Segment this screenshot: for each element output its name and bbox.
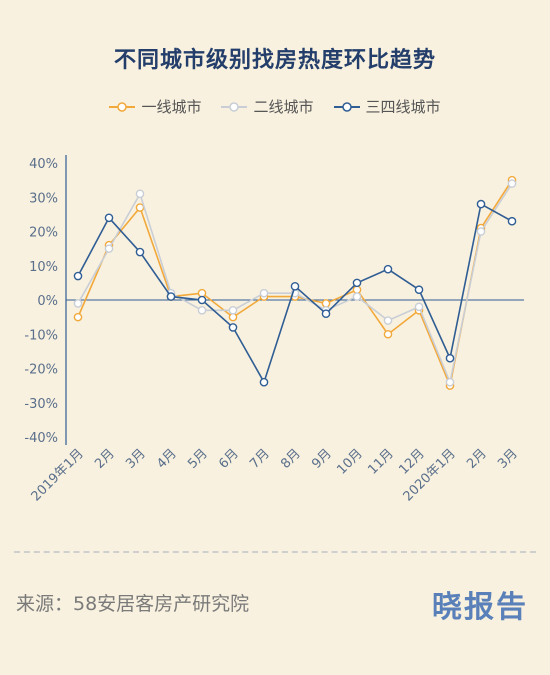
legend-item-series-2[interactable]: 二线城市 [221,96,314,117]
x-tick-label: 3月 [495,446,521,472]
x-tick-label: 8月 [278,446,304,472]
legend: 一线城市 二线城市 三四线城市 [0,96,550,117]
legend-swatch-series-1 [109,101,136,112]
y-tick-label: 0% [37,294,58,309]
x-tick-label: 4月 [154,446,180,472]
data-point-series-1 [135,203,145,212]
data-point-series-2 [197,305,207,315]
data-point-series-1 [383,329,393,339]
data-point-series-3 [321,309,331,319]
data-point-series-1 [228,312,238,322]
x-tick-label: 2019年1月 [29,446,87,504]
x-tick-label: 9月 [309,446,335,472]
data-point-series-2 [445,377,455,387]
data-point-series-1 [73,312,83,322]
legend-item-series-1[interactable]: 一线城市 [109,96,201,117]
data-point-series-3 [383,264,393,274]
data-point-series-2 [135,189,145,199]
data-point-series-1 [197,288,207,298]
x-tick-label: 3月 [123,446,149,472]
legend-swatch-series-3 [333,101,360,112]
y-tick-label: -30% [24,397,58,412]
data-point-series-1 [321,299,331,308]
data-point-series-3 [352,278,362,288]
data-point-series-3 [507,216,517,226]
footer-divider [14,551,536,553]
y-tick-label: -40% [24,431,58,446]
data-point-series-2 [352,292,362,301]
y-tick-label: 10% [29,260,58,275]
data-point-series-3 [197,295,207,305]
data-point-series-3 [166,292,176,301]
data-point-series-3 [73,271,83,281]
data-point-series-2 [414,302,424,312]
source-text: 来源：58安居客房产研究院 [16,593,250,615]
data-point-series-2 [259,288,269,298]
legend-swatch-series-2 [221,101,248,112]
y-tick-label: -20% [24,363,58,378]
data-point-series-2 [383,316,393,325]
data-point-series-3 [104,213,114,223]
x-tick-label: 10月 [334,446,365,477]
data-point-series-3 [476,199,486,209]
data-point-series-2 [104,244,114,253]
x-tick-label: 2月 [464,446,490,472]
brand-logo: 晓报告 [432,590,528,625]
legend-label-series-1: 一线城市 [141,98,202,116]
legend-label-series-2: 二线城市 [253,98,314,116]
data-point-series-3 [290,281,300,291]
line-chart: 40%30%20%10%0%-10%-20%-30%-40%2019年1月 2月 3… [24,155,524,504]
data-point-series-2 [73,299,83,308]
data-point-series-2 [476,227,486,236]
data-point-series-3 [414,285,424,295]
x-tick-label: 6月 [216,446,242,472]
x-tick-label: 2月 [92,446,118,472]
data-point-series-3 [445,353,455,363]
legend-label-series-3: 三四线城市 [365,98,441,116]
data-point-series-1 [352,285,362,295]
chart-title: 不同城市级别找房热度环比趋势 [113,48,436,73]
data-point-series-2 [507,179,517,188]
x-tick-label: 5月 [185,446,211,472]
x-tick-label: 7月 [247,446,273,472]
data-point-series-3 [228,323,238,332]
y-tick-label: 20% [29,226,58,241]
data-point-series-2 [228,305,238,315]
data-point-series-3 [259,377,269,387]
data-point-series-3 [135,247,145,257]
y-tick-label: 40% [29,157,58,172]
y-tick-label: 30% [29,191,58,206]
y-tick-label: -10% [24,328,58,343]
legend-item-series-3[interactable]: 三四线城市 [333,96,441,117]
x-tick-label: 11月 [365,446,396,477]
